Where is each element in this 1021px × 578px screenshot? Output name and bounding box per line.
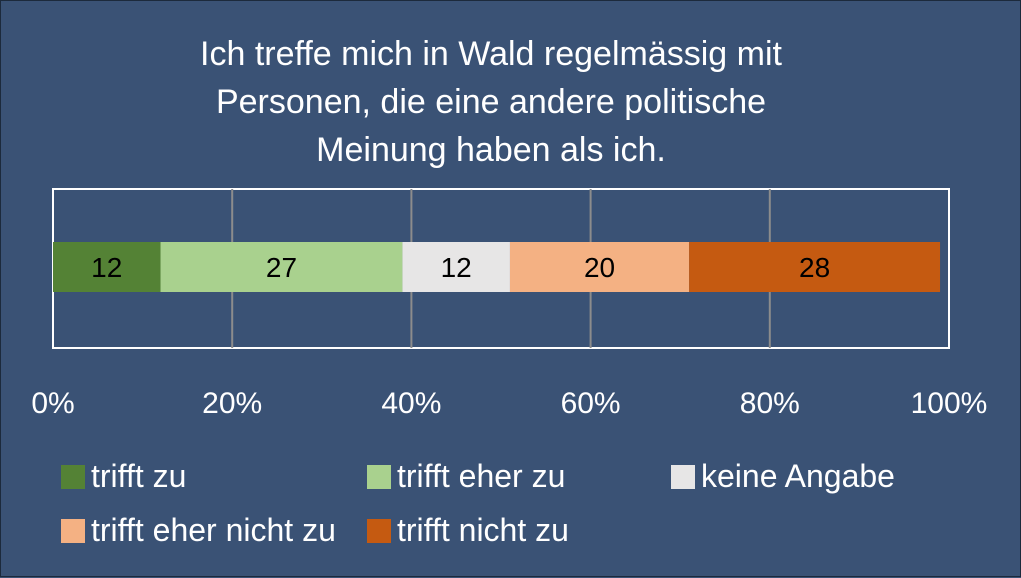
legend-label-4: trifft eher nicht zu bbox=[91, 512, 336, 548]
bar-segment-1 bbox=[53, 242, 161, 292]
bar-data-labels: 12 27 12 20 28 bbox=[91, 252, 830, 283]
bar-segment-3 bbox=[402, 242, 510, 292]
bar-segment-4 bbox=[509, 242, 690, 292]
chart-title-line-3: Meinung haben als ich. bbox=[316, 131, 666, 169]
x-tick-label: 100% bbox=[911, 387, 988, 420]
chart-title: Ich treffe mich in Wald regelmässig mit … bbox=[200, 35, 783, 169]
chart-title-line-1: Ich treffe mich in Wald regelmässig mit bbox=[200, 35, 783, 73]
bar-segment-5 bbox=[689, 242, 941, 292]
chart-title-line-2: Personen, die eine andere politische bbox=[216, 83, 766, 121]
x-tick-label: 60% bbox=[561, 387, 621, 420]
legend-label-2: trifft eher zu bbox=[397, 458, 565, 494]
legend-swatch-1 bbox=[61, 465, 85, 489]
bar-data-label-4: 20 bbox=[584, 252, 615, 283]
bar-segment-2 bbox=[160, 242, 403, 292]
x-tick-label: 40% bbox=[381, 387, 441, 420]
legend-swatch-2 bbox=[367, 465, 391, 489]
bar-data-label-2: 27 bbox=[266, 252, 297, 283]
x-tick-label: 0% bbox=[31, 387, 74, 420]
legend-swatch-4 bbox=[61, 519, 85, 543]
legend-swatch-3 bbox=[671, 465, 695, 489]
bar-data-label-5: 28 bbox=[799, 252, 830, 283]
legend: trifft zu trifft eher zu keine Angabe triff… bbox=[61, 458, 895, 548]
bar-data-label-1: 12 bbox=[91, 252, 122, 283]
x-tick-label: 80% bbox=[740, 387, 800, 420]
bar-segments bbox=[53, 242, 941, 292]
legend-label-3: keine Angabe bbox=[701, 458, 895, 494]
legend-label-1: trifft zu bbox=[91, 458, 186, 494]
legend-swatch-5 bbox=[367, 519, 391, 543]
legend-label-5: trifft nicht zu bbox=[397, 512, 569, 548]
x-tick-label: 20% bbox=[202, 387, 262, 420]
bar-data-label-3: 12 bbox=[441, 252, 472, 283]
x-axis-tick-labels: 0% 20% 40% 60% 80% 100% bbox=[31, 387, 987, 420]
